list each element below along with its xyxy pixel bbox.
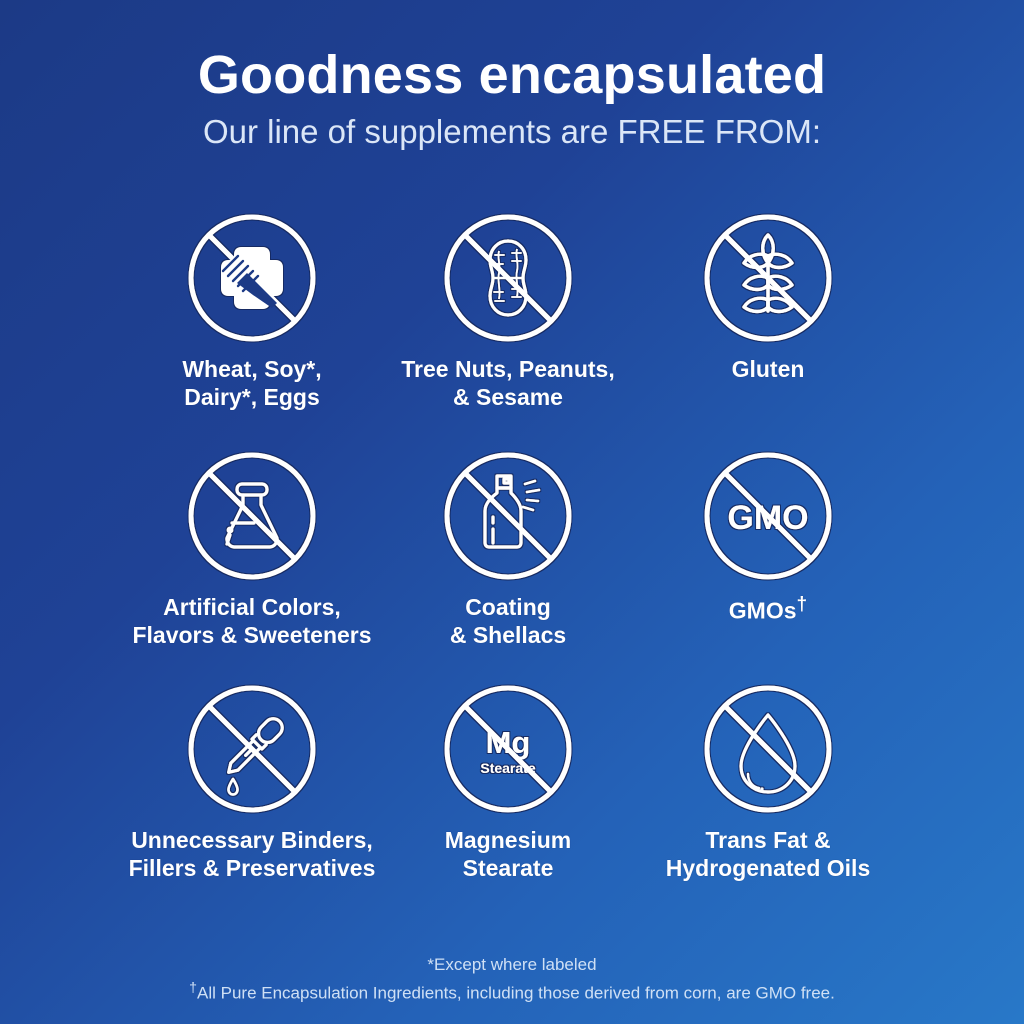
svg-text:GMO: GMO [727, 499, 808, 537]
svg-text:Stearate: Stearate [480, 760, 535, 776]
svg-text:Mg: Mg [486, 725, 531, 760]
